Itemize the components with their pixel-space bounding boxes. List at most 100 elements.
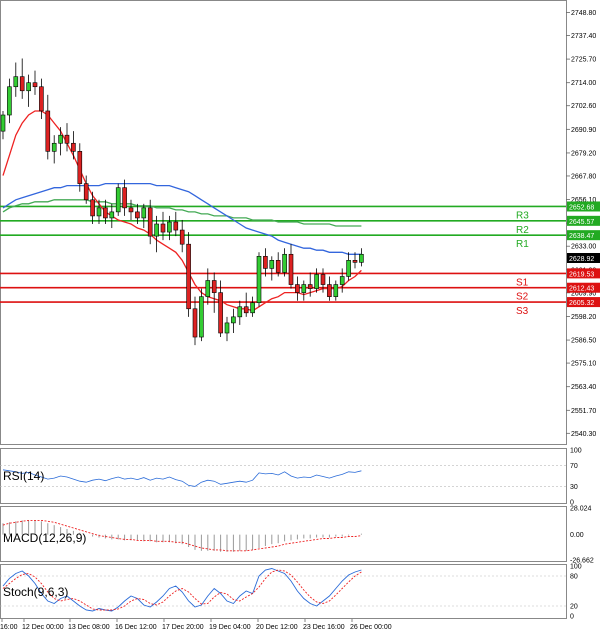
candle-body bbox=[192, 308, 198, 338]
stochastic-tick-label: 0 bbox=[570, 614, 574, 621]
candle-body bbox=[243, 306, 249, 314]
level-name-r2: R2 bbox=[516, 225, 529, 236]
candle bbox=[103, 199, 108, 224]
candle bbox=[307, 272, 313, 297]
candle-body bbox=[282, 253, 287, 273]
price-tick-label: 2575.10 bbox=[571, 361, 596, 368]
level-price-tag bbox=[567, 297, 600, 308]
candle bbox=[7, 78, 12, 124]
candle-body bbox=[173, 221, 179, 231]
candle bbox=[237, 300, 243, 325]
candle bbox=[45, 94, 51, 160]
candle bbox=[109, 203, 115, 229]
level-price-value: 2645.57 bbox=[569, 219, 594, 226]
candle-body bbox=[237, 306, 243, 318]
stochastic-tick-label: 20 bbox=[570, 604, 578, 611]
rsi-tick-label: 70 bbox=[570, 463, 578, 470]
level-name-r1: R1 bbox=[516, 239, 529, 250]
candle-body bbox=[39, 86, 44, 112]
candle bbox=[90, 191, 95, 224]
candle-body bbox=[7, 86, 12, 116]
candle bbox=[179, 219, 185, 253]
candle bbox=[269, 256, 275, 281]
rsi-label: RSI(14) bbox=[3, 469, 44, 483]
time-tick-label: 16:00 bbox=[0, 624, 18, 631]
candle bbox=[96, 199, 102, 224]
candle bbox=[250, 296, 255, 317]
candle-body bbox=[224, 322, 230, 334]
level-price-value: 2638.47 bbox=[569, 233, 594, 240]
candle-body bbox=[307, 284, 313, 289]
candle bbox=[51, 135, 57, 164]
candle bbox=[192, 296, 198, 346]
candle bbox=[211, 272, 217, 313]
candle bbox=[346, 252, 351, 281]
candle-body bbox=[320, 274, 326, 285]
candle bbox=[13, 62, 19, 97]
candle bbox=[218, 280, 223, 338]
candle bbox=[256, 252, 262, 307]
candle-body bbox=[160, 223, 166, 233]
candle-body bbox=[147, 207, 153, 237]
stochastic-label: Stoch(9,6,3) bbox=[3, 585, 68, 599]
price-tick-label: 2563.40 bbox=[571, 384, 596, 391]
candle bbox=[77, 143, 83, 192]
candle-body bbox=[218, 292, 223, 334]
stochastic-tick-label: 100 bbox=[570, 564, 582, 571]
candle bbox=[314, 268, 319, 293]
candle-body bbox=[154, 223, 159, 237]
candle bbox=[282, 248, 287, 277]
candle-body bbox=[109, 211, 115, 219]
candle-body bbox=[346, 260, 351, 277]
candle-body bbox=[83, 183, 89, 201]
candle-body bbox=[211, 280, 217, 293]
price-tick-label: 2690.90 bbox=[571, 127, 596, 134]
level-name-s2: S2 bbox=[516, 292, 529, 303]
candle-body bbox=[135, 211, 140, 219]
rsi-panel bbox=[0, 448, 567, 504]
candle-body bbox=[250, 302, 255, 314]
candle bbox=[39, 78, 44, 120]
candle-body bbox=[275, 260, 281, 273]
candle-body bbox=[90, 199, 95, 217]
candle-body bbox=[288, 253, 294, 285]
macd-tick-label: 0.00 bbox=[570, 532, 584, 539]
candle bbox=[263, 248, 268, 277]
candle-body bbox=[205, 280, 211, 297]
time-tick-label: 17 Dec 20:00 bbox=[162, 624, 204, 631]
candle-body bbox=[339, 276, 345, 285]
candle-body bbox=[51, 142, 57, 152]
candle-body bbox=[128, 207, 134, 213]
stochastic-d-line bbox=[2, 569, 362, 611]
time-tick-label: 23 Dec 16:00 bbox=[303, 624, 345, 631]
price-tick-label: 2702.60 bbox=[571, 103, 596, 110]
candle bbox=[295, 276, 300, 301]
candle bbox=[339, 268, 345, 293]
candle bbox=[327, 276, 332, 301]
level-price-tag bbox=[567, 201, 600, 212]
candle-body bbox=[359, 253, 364, 263]
level-price-tag bbox=[567, 230, 600, 241]
candle bbox=[352, 252, 358, 269]
candle bbox=[154, 215, 159, 253]
level-name-s3: S3 bbox=[516, 306, 529, 317]
time-tick-label: 12 Dec 00:00 bbox=[22, 624, 64, 631]
candle-body bbox=[19, 76, 25, 92]
candle-body bbox=[58, 134, 63, 144]
candle-body bbox=[295, 284, 300, 293]
rsi-tick-label: 100 bbox=[570, 448, 582, 455]
candle bbox=[160, 211, 166, 241]
price-tick-label: 2748.80 bbox=[571, 10, 596, 17]
rsi-line bbox=[2, 469, 362, 487]
level-price-tag bbox=[567, 282, 600, 293]
time-tick-label: 13 Dec 08:00 bbox=[68, 624, 110, 631]
candle bbox=[26, 74, 31, 107]
time-tick-label: 20 Dec 12:00 bbox=[256, 624, 298, 631]
level-price-value: 2605.32 bbox=[569, 300, 594, 307]
price-tick-label: 2540.30 bbox=[571, 431, 596, 438]
candle bbox=[231, 308, 236, 333]
candle-body bbox=[71, 142, 76, 152]
price-tick-label: 2679.20 bbox=[571, 150, 596, 157]
candle bbox=[301, 280, 307, 301]
